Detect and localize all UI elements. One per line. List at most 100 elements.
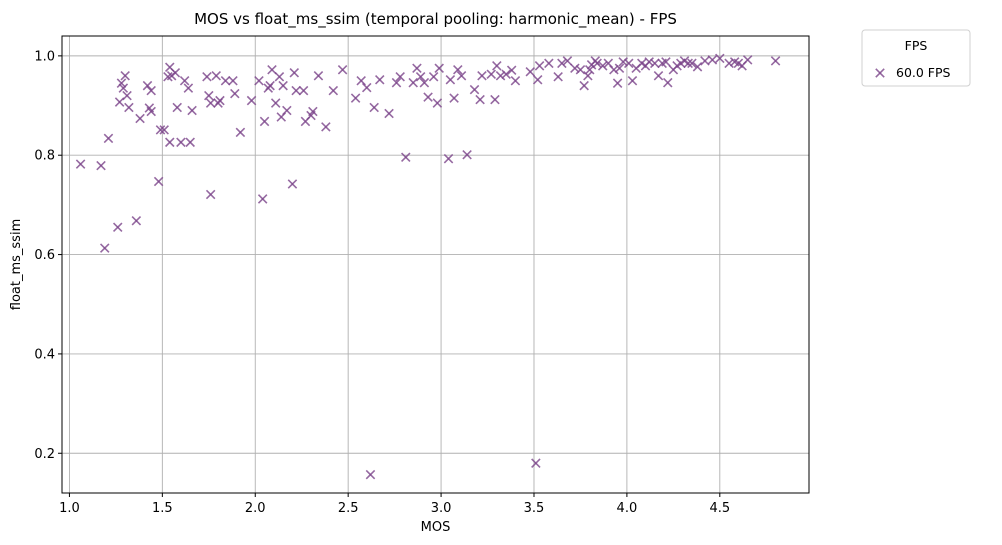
data-point-marker	[384, 108, 394, 119]
y-axis-label: float_ms_ssim	[9, 219, 24, 310]
data-point-marker	[510, 75, 521, 86]
data-point-marker	[374, 74, 385, 85]
data-point-marker	[391, 77, 402, 88]
data-point-marker	[501, 69, 511, 80]
data-point-marker	[490, 94, 500, 105]
legend-entry-label: 60.0 FPS	[896, 65, 951, 80]
data-point-marker	[118, 83, 129, 93]
data-point-marker	[220, 75, 231, 86]
data-point-marker	[506, 65, 517, 76]
data-point-marker	[445, 74, 456, 85]
data-point-marker	[202, 71, 212, 82]
data-point-marker	[663, 77, 673, 88]
data-point-marker	[443, 153, 454, 164]
data-point-marker	[453, 65, 463, 75]
data-point-marker	[103, 133, 114, 144]
data-point-marker	[553, 71, 563, 82]
data-point-marker	[298, 85, 309, 96]
data-point-marker	[692, 62, 703, 72]
data-point-marker	[124, 102, 134, 113]
data-point-marker	[579, 80, 589, 91]
data-point-marker	[361, 82, 372, 93]
data-point-marker	[715, 53, 725, 64]
data-point-marker	[328, 85, 339, 96]
axis-ticks: 1.0 1.5 2.0 2.5 3.0 3.5 4.0 4.5 0.2 0.4 0.6 0.8 1.0	[34, 49, 730, 516]
x-tick-label: 4.0	[617, 501, 638, 516]
data-point-marker	[75, 159, 86, 169]
data-point-marker	[531, 458, 541, 468]
data-point-marker	[525, 66, 536, 77]
data-point-marker	[492, 61, 502, 71]
data-point-marker	[575, 65, 586, 75]
data-point-marker	[724, 58, 734, 69]
data-point-marker	[401, 152, 411, 162]
data-point-marker	[116, 78, 127, 88]
data-point-marker	[153, 176, 164, 187]
data-point-marker	[562, 56, 573, 66]
data-point-marker	[96, 160, 106, 171]
legend-box	[861, 29, 971, 87]
x-tick-label: 3.0	[431, 501, 452, 516]
legend-marker-x	[875, 68, 885, 78]
data-point-marker	[419, 77, 430, 88]
data-point-marker	[369, 102, 379, 113]
data-point-marker	[321, 122, 331, 132]
data-point-marker	[131, 216, 142, 226]
data-point-marker	[495, 70, 506, 81]
data-point-marker	[415, 71, 426, 82]
data-point-marker	[534, 61, 545, 71]
data-point-marker	[246, 95, 257, 106]
data-point-marker	[257, 194, 268, 204]
data-point-marker	[350, 93, 361, 103]
legend: FPS 60.0 FPS	[861, 29, 971, 87]
data-points	[75, 53, 781, 480]
data-point-marker	[176, 137, 186, 148]
data-point-marker	[146, 85, 156, 96]
x-tick-label: 2.0	[245, 501, 266, 516]
data-point-marker	[337, 65, 348, 75]
x-tick-label: 1.0	[59, 501, 80, 516]
data-point-marker	[570, 63, 580, 74]
data-point-marker	[287, 179, 298, 189]
data-point-marker	[623, 58, 634, 69]
legend-title: FPS	[905, 38, 928, 53]
data-point-marker	[122, 90, 132, 101]
data-point-marker	[155, 125, 166, 135]
legend-marker-x-icon	[875, 68, 885, 78]
data-point-marker	[609, 65, 619, 75]
data-point-marker	[142, 80, 153, 91]
data-point-marker	[687, 58, 697, 69]
x-tick-label: 3.5	[524, 501, 545, 516]
data-point-marker	[475, 94, 485, 105]
grid-lines	[62, 36, 809, 493]
data-point-marker	[270, 98, 281, 108]
data-point-marker	[532, 74, 543, 85]
data-point-marker	[282, 105, 292, 116]
data-point-marker	[597, 61, 608, 71]
data-point-marker	[185, 137, 195, 148]
data-point-marker	[187, 105, 197, 116]
data-point-marker	[683, 58, 693, 69]
data-point-marker	[408, 77, 418, 88]
data-point-marker	[432, 98, 443, 108]
y-tick-label: 0.6	[34, 248, 55, 263]
data-point-marker	[308, 106, 318, 117]
data-point-marker	[165, 137, 175, 148]
data-point-marker	[230, 88, 240, 99]
data-point-marker	[661, 57, 671, 67]
data-point-marker	[205, 189, 216, 200]
data-point-marker	[170, 67, 181, 78]
data-point-marker	[770, 56, 781, 66]
y-tick-label: 1.0	[34, 49, 55, 64]
data-point-marker	[289, 67, 300, 78]
data-point-marker	[614, 63, 625, 74]
data-point-marker	[462, 149, 472, 160]
data-point-marker	[146, 106, 156, 117]
data-point-marker	[254, 75, 264, 86]
data-point-marker	[112, 222, 123, 233]
data-point-marker	[428, 71, 439, 82]
data-point-marker	[172, 102, 182, 113]
data-point-marker	[434, 63, 444, 74]
data-point-marker	[627, 75, 638, 86]
